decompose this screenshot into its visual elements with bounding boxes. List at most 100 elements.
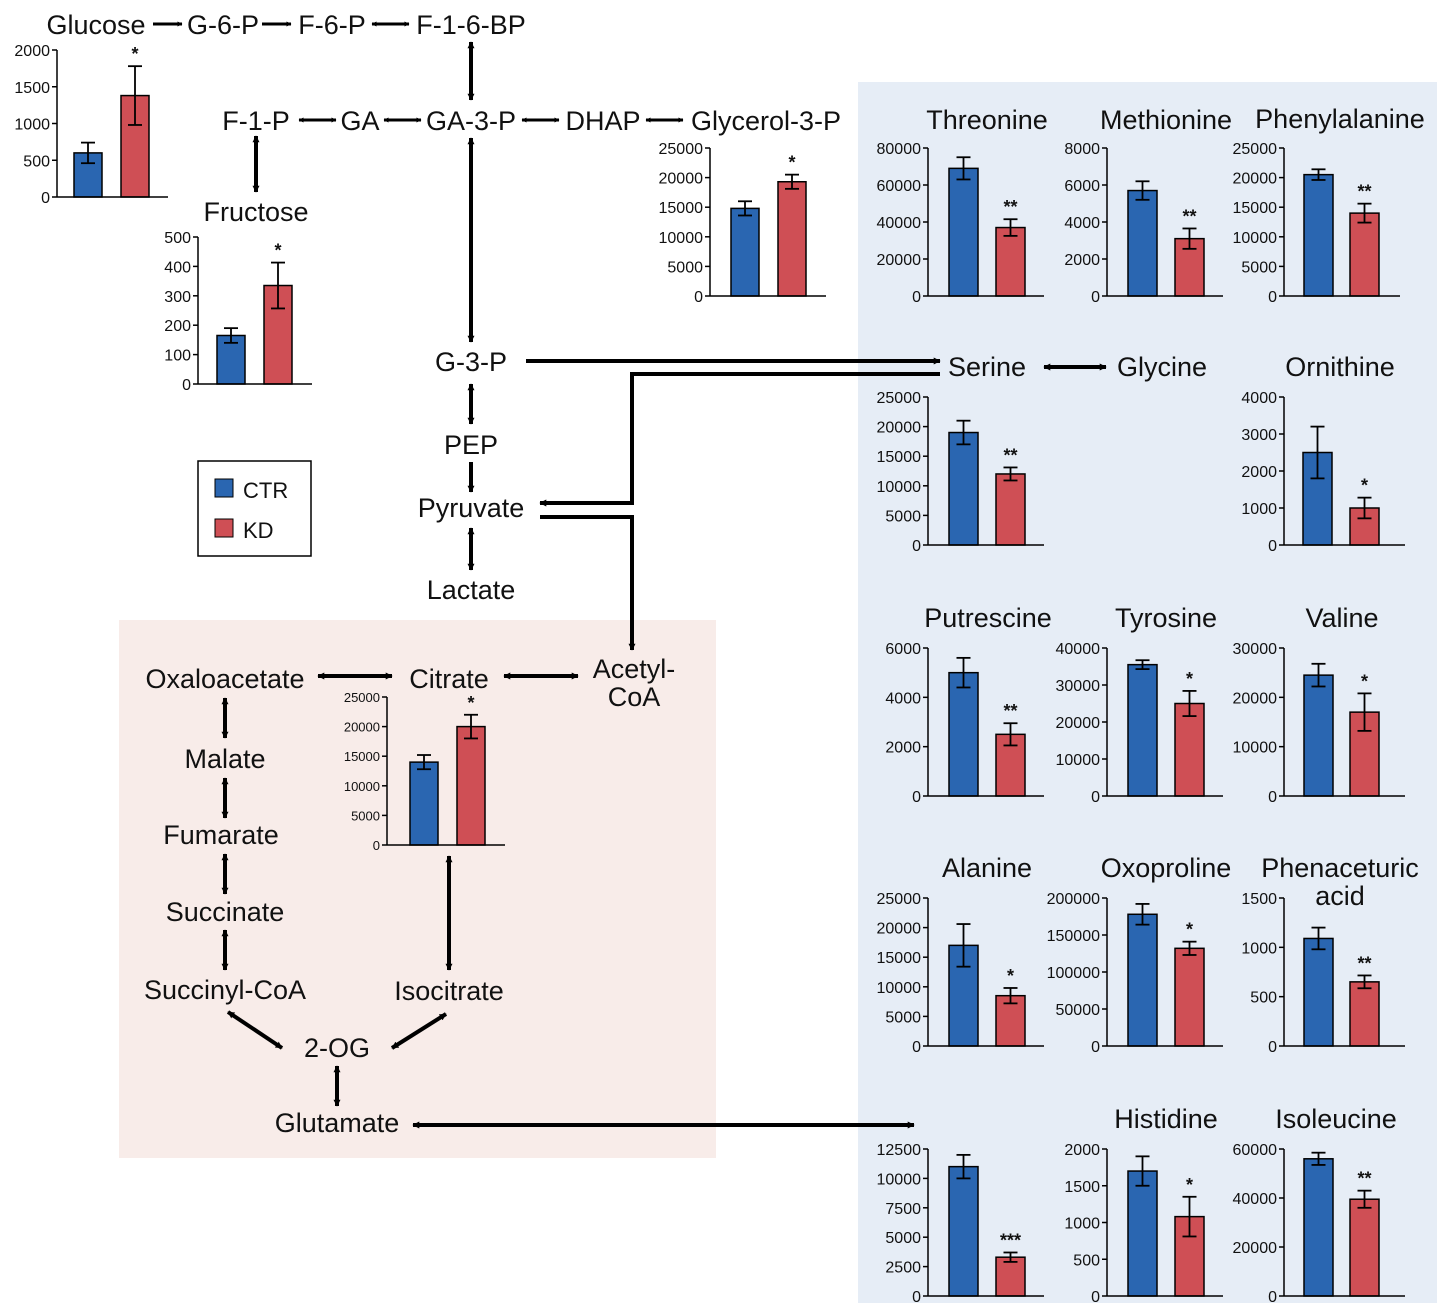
- y-tick-label: 0: [694, 289, 703, 306]
- bar-kd: [1174, 947, 1205, 1047]
- y-tick-label: 15000: [659, 200, 704, 217]
- arrow-succinylcoa-2og: [226, 1010, 284, 1050]
- y-tick-label: 5000: [351, 808, 380, 823]
- node-isocitrate: Isocitrate: [394, 976, 504, 1006]
- y-tick-label: 1000: [1064, 1216, 1100, 1233]
- node-f1p: F-1-P: [222, 106, 290, 136]
- significance-marker: **: [1357, 1169, 1371, 1189]
- y-tick-label: 2000: [1064, 1142, 1100, 1159]
- node-pyruvate: Pyruvate: [418, 493, 525, 523]
- bar-ctr: [730, 207, 760, 297]
- y-tick-label: 10000: [1233, 230, 1278, 247]
- significance-marker: **: [1003, 701, 1017, 721]
- significance-marker: **: [1003, 197, 1017, 217]
- y-tick-label: 500: [1073, 1252, 1100, 1269]
- y-tick-label: 20000: [877, 921, 922, 938]
- y-tick-label: 40000: [877, 215, 922, 232]
- y-tick-label: 0: [1268, 1289, 1277, 1303]
- y-tick-label: 20000: [1233, 171, 1278, 188]
- y-tick-label: 20000: [344, 720, 380, 735]
- y-tick-label: 8000: [1064, 141, 1100, 158]
- bar-kd: [777, 180, 807, 297]
- y-tick-label: 500: [23, 153, 50, 170]
- y-tick-label: 3000: [1241, 427, 1277, 444]
- y-tick-label: 500: [1250, 990, 1277, 1007]
- y-tick-label: 0: [1268, 789, 1277, 806]
- significance-marker: *: [274, 241, 281, 261]
- y-tick-label: 0: [912, 289, 921, 306]
- y-tick-label: 10000: [344, 779, 380, 794]
- chart-glycerol-3-p: * 0 5000 10000 15000 20000 25000: [659, 141, 826, 306]
- y-tick-label: 1000: [1241, 501, 1277, 518]
- y-tick-label: 10000: [1233, 740, 1278, 757]
- y-tick-label: 10000: [877, 479, 922, 496]
- y-tick-label: 0: [41, 190, 50, 207]
- legend: CTR KD: [197, 460, 312, 557]
- bar-ctr: [1303, 173, 1334, 297]
- y-tick-label: 6000: [1064, 178, 1100, 195]
- y-tick-label: 60000: [877, 178, 922, 195]
- y-tick-label: 50000: [1056, 1002, 1101, 1019]
- node-glycerol3p: Glycerol-3-P: [691, 106, 841, 136]
- chart-title: Putrescine: [924, 603, 1052, 633]
- y-tick-label: 10000: [877, 1171, 922, 1188]
- y-tick-label: 2000: [14, 43, 50, 60]
- node-f16bp: F-1-6-BP: [416, 10, 526, 40]
- chart-glutamine: *** 0 2500 5000 7500 10000 12500: [877, 1142, 1044, 1303]
- node-glutamate: Glutamate: [275, 1108, 400, 1138]
- y-tick-label: 0: [912, 1039, 921, 1056]
- chart-tyrosine: Tyrosine * 0 10000 20000 30000 40000: [1056, 603, 1223, 806]
- bar-ctr: [1303, 1158, 1334, 1297]
- y-tick-label: 20000: [1056, 715, 1101, 732]
- y-tick-label: 2000: [1241, 464, 1277, 481]
- y-tick-label: 100000: [1047, 965, 1100, 982]
- y-tick-label: 1000: [14, 117, 50, 134]
- y-tick-label: 400: [164, 259, 191, 276]
- bar-ctr: [948, 671, 979, 797]
- y-tick-label: 5000: [667, 259, 703, 276]
- significance-marker: *: [467, 693, 474, 713]
- chart-title: Histidine: [1114, 1104, 1218, 1134]
- y-tick-label: 30000: [1056, 678, 1101, 695]
- legend-ctr-label: CTR: [243, 478, 288, 503]
- y-tick-label: 0: [1268, 1039, 1277, 1056]
- y-tick-label: 20000: [1233, 1240, 1278, 1257]
- chart-glucose: * 0 500 1000 1500 2000: [14, 43, 168, 207]
- y-tick-label: 25000: [659, 141, 704, 158]
- chart-title: Oxoproline: [1101, 853, 1232, 883]
- significance-marker: *: [1007, 966, 1014, 986]
- chart-isoleucine: Isoleucine ** 0 20000 40000 60000: [1233, 1104, 1405, 1303]
- bar-ctr: [1303, 937, 1334, 1047]
- y-tick-label: 0: [182, 377, 191, 394]
- chart-valine: Valine * 0 10000 20000 30000: [1233, 603, 1405, 806]
- node-malate: Malate: [184, 744, 265, 774]
- node-fumarate: Fumarate: [163, 820, 279, 850]
- y-tick-label: 100: [164, 348, 191, 365]
- node-g3p: G-3-P: [435, 347, 507, 377]
- y-tick-label: 20000: [1233, 690, 1278, 707]
- pathway-nodes: Glucose G-6-P F-6-P F-1-6-BP F-1-P GA GA…: [46, 10, 1207, 1138]
- y-tick-label: 2000: [1064, 252, 1100, 269]
- bar-kd: [1349, 1198, 1380, 1297]
- significance-marker: **: [1357, 182, 1371, 202]
- bar-kd: [1349, 981, 1380, 1047]
- y-tick-label: 15000: [877, 449, 922, 466]
- bar-kd: [456, 725, 486, 846]
- bar-ctr: [948, 1165, 979, 1297]
- y-tick-label: 4000: [885, 690, 921, 707]
- y-tick-label: 0: [1268, 289, 1277, 306]
- chart-title: Alanine: [942, 853, 1032, 883]
- y-tick-label: 200000: [1047, 891, 1100, 908]
- bar-ctr: [409, 761, 439, 846]
- significance-marker: *: [131, 44, 138, 64]
- chart-ornithine: Ornithine * 0 1000 2000 3000 4000: [1241, 352, 1405, 555]
- node-g6p: G-6-P: [187, 10, 259, 40]
- y-tick-label: 80000: [877, 141, 922, 158]
- node-dhap: DHAP: [565, 106, 640, 136]
- significance-marker: *: [1186, 1175, 1193, 1195]
- significance-marker: ***: [1000, 1230, 1021, 1250]
- chart-title: Isoleucine: [1275, 1104, 1397, 1134]
- node-succinate: Succinate: [166, 897, 285, 927]
- chart-putrescine: Putrescine ** 0 2000 4000 6000: [885, 603, 1051, 806]
